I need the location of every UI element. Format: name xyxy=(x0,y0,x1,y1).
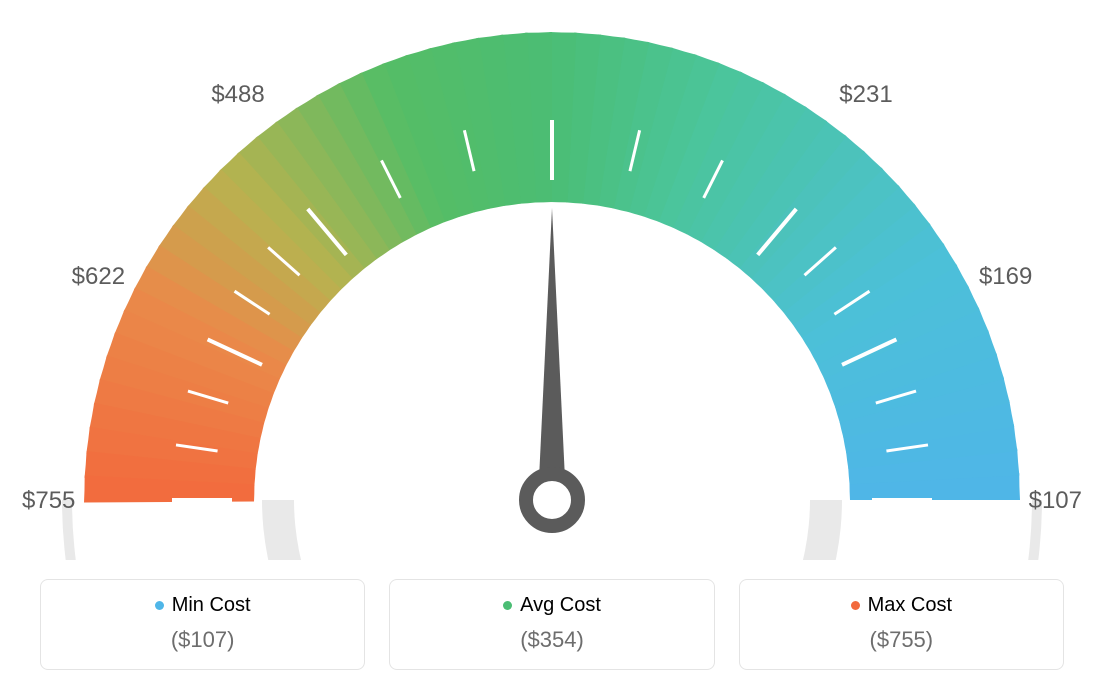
tick-label: $169 xyxy=(979,263,1032,290)
dot-icon xyxy=(155,601,164,610)
legend-title-min: Min Cost xyxy=(155,594,251,617)
legend-card-max: Max Cost ($755) xyxy=(739,579,1064,670)
legend-title-avg: Avg Cost xyxy=(503,594,601,617)
cost-gauge: $107$169$231$354$488$622$755 xyxy=(0,0,1104,560)
legend-row: Min Cost ($107) Avg Cost ($354) Max Cost… xyxy=(40,579,1064,670)
tick-label: $488 xyxy=(211,81,264,108)
legend-value-avg: ($354) xyxy=(400,627,703,653)
legend-title-max: Max Cost xyxy=(851,594,952,617)
tick-label: $231 xyxy=(839,81,892,108)
dot-icon xyxy=(851,601,860,610)
legend-card-avg: Avg Cost ($354) xyxy=(389,579,714,670)
tick-label: $622 xyxy=(72,263,125,290)
legend-title-label: Avg Cost xyxy=(520,594,601,617)
legend-title-label: Min Cost xyxy=(172,594,251,617)
legend-value-max: ($755) xyxy=(750,627,1053,653)
dot-icon xyxy=(503,601,512,610)
tick-label: $755 xyxy=(22,487,75,514)
needle xyxy=(538,208,566,500)
tick-label: $107 xyxy=(1029,487,1082,514)
legend-title-label: Max Cost xyxy=(868,594,952,617)
legend-value-min: ($107) xyxy=(51,627,354,653)
legend-card-min: Min Cost ($107) xyxy=(40,579,365,670)
needle-hub xyxy=(526,474,578,526)
